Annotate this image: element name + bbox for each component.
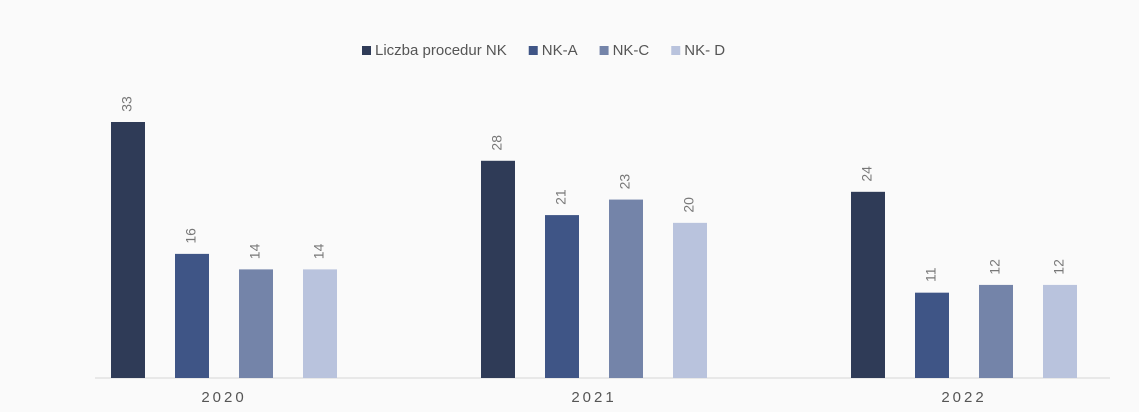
data-label: 24 <box>859 166 875 182</box>
bar <box>175 253 209 378</box>
bar <box>1043 284 1077 378</box>
bar <box>979 284 1013 378</box>
data-label: 33 <box>119 96 135 112</box>
bar <box>239 269 273 378</box>
bar <box>481 160 515 378</box>
data-label: 12 <box>987 259 1003 275</box>
bar <box>303 269 337 378</box>
bar <box>851 191 885 378</box>
bar <box>609 199 643 378</box>
data-label: 11 <box>923 267 939 282</box>
data-label: 23 <box>617 174 633 190</box>
legend-label: NK-C <box>613 42 650 59</box>
data-label: 20 <box>681 197 697 213</box>
data-label: 14 <box>311 243 327 259</box>
data-label: 21 <box>553 189 569 205</box>
legend-swatch <box>528 46 538 55</box>
legend-swatch <box>362 46 371 55</box>
legend-label: Liczba procedur NK <box>375 42 507 59</box>
legend-label: NK-A <box>542 42 578 59</box>
x-tick-label: 2020 <box>201 389 246 406</box>
bar <box>545 215 579 378</box>
x-tick-label: 2021 <box>571 389 616 406</box>
legend-swatch <box>599 46 609 55</box>
bar <box>673 222 707 378</box>
data-label: 28 <box>489 135 505 151</box>
legend-swatch <box>671 46 681 55</box>
data-label: 12 <box>1051 259 1067 275</box>
bar <box>915 292 949 378</box>
data-label: 14 <box>247 243 263 259</box>
x-tick-label: 2022 <box>941 389 986 406</box>
data-label: 16 <box>183 228 199 244</box>
legend-label: NK- D <box>684 42 725 59</box>
bar <box>111 122 145 378</box>
